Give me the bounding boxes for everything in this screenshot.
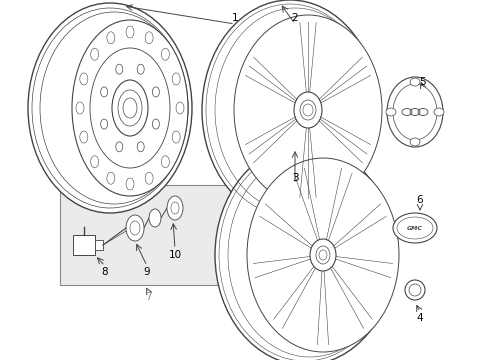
Ellipse shape (28, 3, 192, 213)
Ellipse shape (116, 142, 122, 152)
Bar (95, 240, 103, 250)
Ellipse shape (152, 87, 159, 97)
Ellipse shape (90, 156, 99, 168)
Ellipse shape (404, 280, 424, 300)
Ellipse shape (386, 77, 442, 147)
Text: 7: 7 (144, 292, 151, 302)
Ellipse shape (172, 131, 180, 143)
Text: 8: 8 (102, 267, 108, 277)
Ellipse shape (145, 172, 153, 184)
Ellipse shape (137, 142, 144, 152)
Ellipse shape (152, 119, 159, 129)
Ellipse shape (126, 178, 134, 190)
Text: GMC: GMC (406, 225, 422, 230)
Ellipse shape (167, 196, 183, 220)
Ellipse shape (137, 64, 144, 74)
Ellipse shape (234, 15, 381, 205)
Text: 3: 3 (291, 173, 298, 183)
Bar (60, 185, 229, 285)
Text: 6: 6 (416, 195, 423, 205)
Ellipse shape (246, 158, 398, 352)
Text: 10: 10 (168, 250, 181, 260)
Bar (73, 235, 95, 255)
Ellipse shape (72, 20, 187, 196)
Ellipse shape (176, 102, 183, 114)
Text: 2: 2 (291, 13, 298, 23)
Ellipse shape (76, 102, 84, 114)
Ellipse shape (385, 108, 395, 116)
Ellipse shape (116, 64, 122, 74)
Ellipse shape (101, 87, 107, 97)
Text: 4: 4 (416, 313, 423, 323)
Ellipse shape (161, 48, 169, 60)
Text: 5: 5 (419, 77, 426, 87)
Ellipse shape (433, 108, 443, 116)
Ellipse shape (409, 78, 419, 86)
Ellipse shape (202, 0, 377, 220)
Ellipse shape (293, 92, 321, 128)
Ellipse shape (392, 213, 436, 243)
Ellipse shape (309, 239, 335, 271)
Ellipse shape (107, 172, 115, 184)
Text: 9: 9 (143, 267, 150, 277)
Ellipse shape (172, 73, 180, 85)
Ellipse shape (215, 145, 394, 360)
Ellipse shape (90, 48, 99, 60)
Ellipse shape (149, 209, 161, 227)
Ellipse shape (161, 156, 169, 168)
Ellipse shape (101, 119, 107, 129)
Ellipse shape (126, 26, 134, 38)
Ellipse shape (409, 138, 419, 146)
Ellipse shape (126, 215, 143, 241)
Ellipse shape (112, 80, 148, 136)
Ellipse shape (145, 32, 153, 44)
Ellipse shape (80, 131, 88, 143)
Text: 1: 1 (231, 13, 238, 23)
Ellipse shape (80, 73, 88, 85)
Ellipse shape (107, 32, 115, 44)
